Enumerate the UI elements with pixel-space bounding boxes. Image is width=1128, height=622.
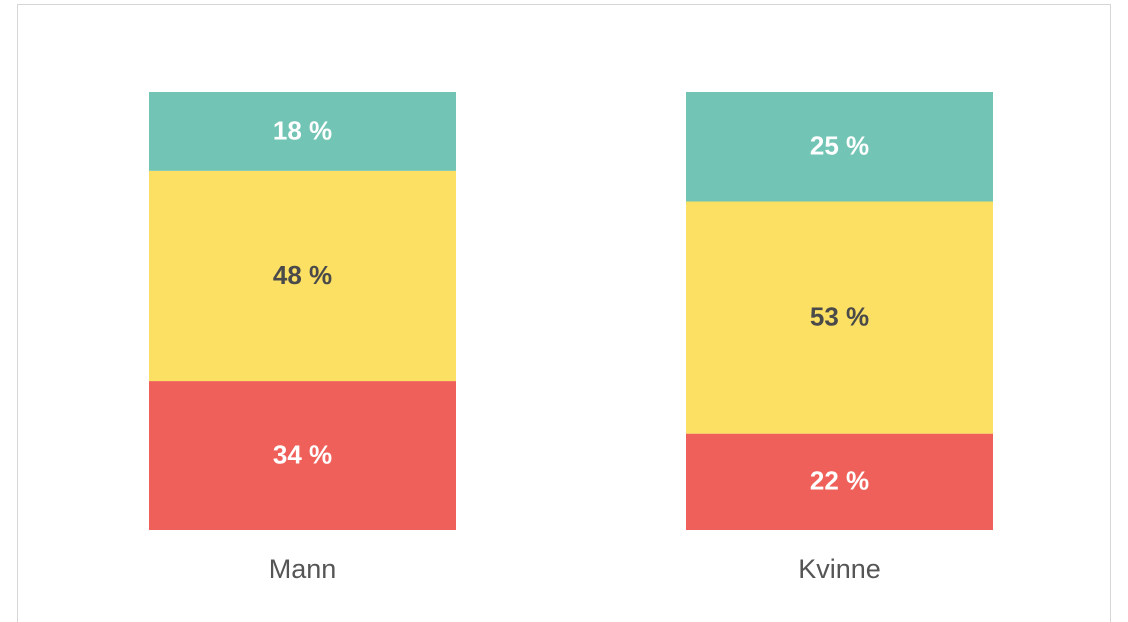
bar-segment: [686, 433, 993, 530]
data-label: 53 %: [810, 301, 869, 331]
bar-segment: [686, 92, 993, 202]
bar-segment: [686, 201, 993, 434]
bar-segment: [149, 170, 456, 382]
data-label: 25 %: [810, 131, 869, 161]
data-label: 18 %: [273, 115, 332, 145]
data-label: 34 %: [273, 439, 332, 469]
x-tick-label: Kvinne: [798, 554, 881, 584]
data-label: 48 %: [273, 260, 332, 290]
bar-segment: [149, 381, 456, 530]
bar-segment: [149, 92, 456, 171]
data-label: 22 %: [810, 466, 869, 496]
x-tick-label: Mann: [269, 554, 337, 584]
chart-frame: [17, 4, 1111, 622]
